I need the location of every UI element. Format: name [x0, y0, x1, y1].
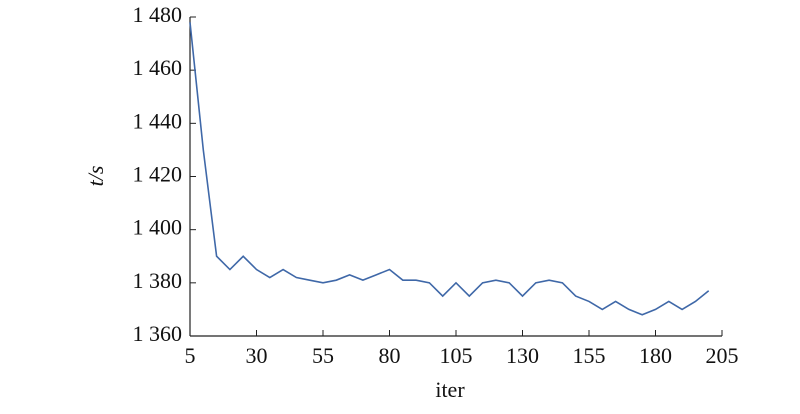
y-tick-label: 1 440: [133, 108, 183, 133]
x-tick-label: 80: [379, 343, 401, 368]
x-tick-label: 105: [440, 343, 473, 368]
y-tick-label: 1 400: [133, 215, 183, 240]
y-tick-label: 1 380: [133, 268, 183, 293]
x-tick-label: 30: [246, 343, 268, 368]
y-axis-label: t/s: [83, 166, 108, 187]
y-tick-label: 1 360: [133, 321, 183, 346]
y-tick-label: 1 480: [133, 2, 183, 27]
line-series: [189, 22, 710, 316]
x-axis-label: iter: [435, 377, 465, 402]
x-tick-label: 180: [639, 343, 672, 368]
x-tick-label: 130: [506, 343, 539, 368]
y-tick-label: 1 460: [133, 55, 183, 80]
x-tick-label: 205: [706, 343, 739, 368]
x-tick-label: 5: [185, 343, 196, 368]
y-tick-label: 1 420: [133, 162, 183, 187]
x-tick-label: 55: [312, 343, 334, 368]
x-tick-label: 155: [573, 343, 606, 368]
